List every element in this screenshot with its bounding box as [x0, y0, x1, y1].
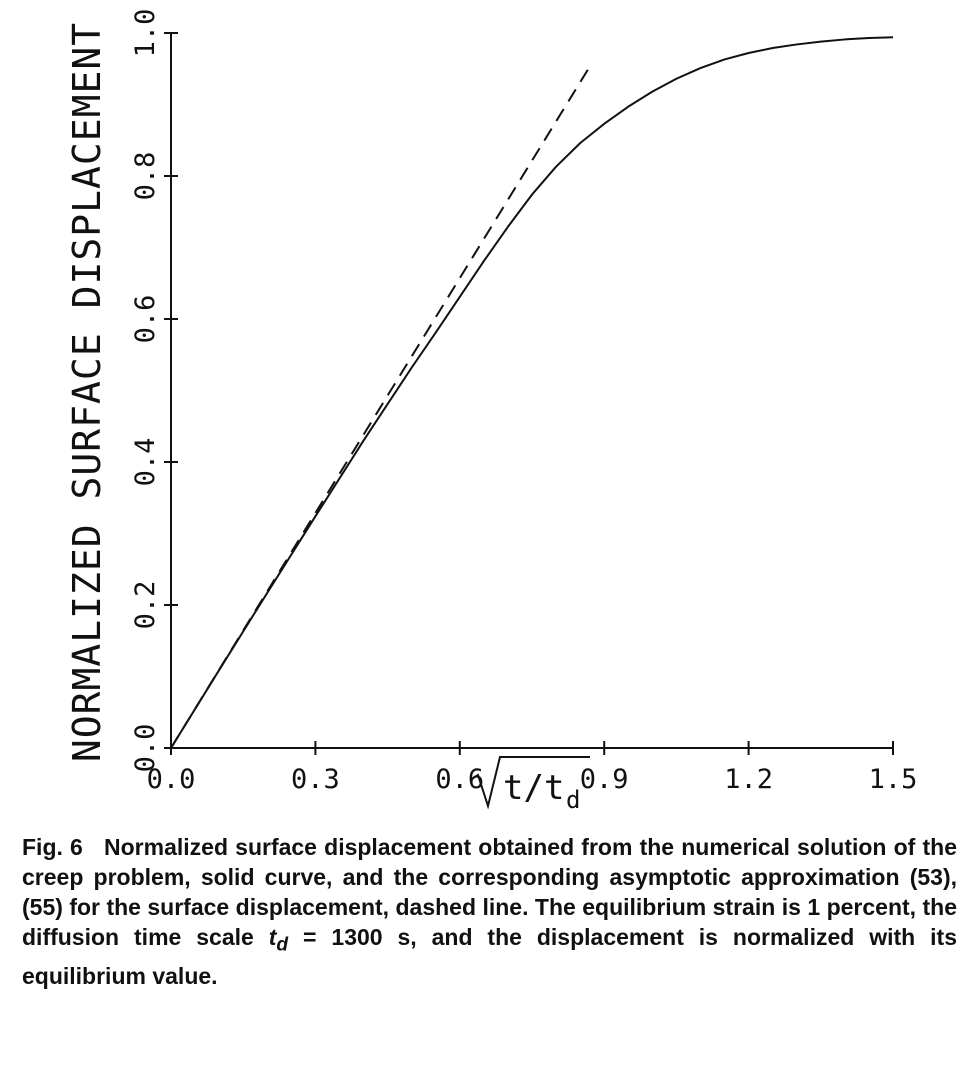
y-tick-label: 0.8: [130, 152, 161, 201]
x-tick-label: 0.6: [435, 764, 484, 795]
y-tick-label: 0.4: [130, 438, 161, 487]
x-axis-label: t/t d: [469, 756, 590, 814]
dashed-asymptote-line: [170, 66, 591, 749]
series-layer: [170, 36, 894, 749]
x-tick-label: 0.3: [291, 764, 340, 795]
figure-caption: Fig. 6 Normalized surface displacement o…: [22, 832, 957, 991]
y-tick-label: 0.6: [130, 295, 161, 344]
caption-td-sub: d: [276, 934, 289, 956]
y-axis-label: NORMALIZED SURFACE DISPLACEMENT: [65, 22, 109, 762]
x-tick-label: 0.0: [147, 764, 196, 795]
x-axis-label-radicand: t/t: [503, 768, 564, 808]
x-axis-label-subscript: d: [566, 786, 580, 814]
solid-numerical-curve: [170, 36, 894, 749]
tick-layer: 0.0 0.3 0.6 0.9 1.2 1.5 0.0 0.2 0.4 0.6 0.8 1.0: [130, 9, 917, 795]
y-tick-label: 0.0: [130, 724, 161, 773]
caption-td-base: t: [268, 924, 277, 950]
x-tick-label: 1.2: [724, 764, 773, 795]
chart-figure: 0.0 0.3 0.6 0.9 1.2 1.5 0.0 0.2 0.4 0.6 0.8 1.0 NOR…: [65, 9, 917, 814]
x-tick-label: 1.5: [869, 764, 918, 795]
chart-axes: [170, 33, 893, 749]
sqrt-radical-sign: [469, 756, 590, 810]
caption-text-end: = 1300 s, and the displacement is normal…: [22, 924, 957, 989]
x-tick-label: 0.9: [580, 764, 629, 795]
caption-text: Normalized surface displacement obtained…: [22, 834, 958, 950]
y-tick-label: 1.0: [130, 9, 161, 58]
caption-label: Fig. 6: [22, 834, 83, 860]
y-tick-label: 0.2: [130, 581, 161, 630]
